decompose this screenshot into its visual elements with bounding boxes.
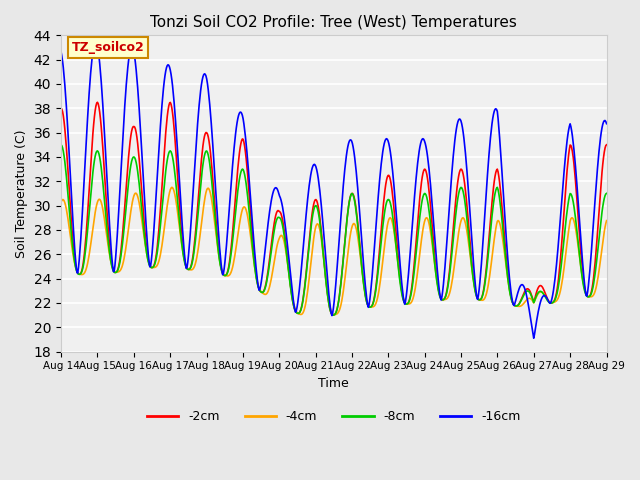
Line: -2cm: -2cm xyxy=(61,102,607,315)
-16cm xyxy=(401,301,408,307)
-16cm xyxy=(603,121,611,127)
-4cm xyxy=(57,199,65,205)
-4cm xyxy=(123,237,131,242)
-2cm xyxy=(417,180,425,185)
-4cm xyxy=(330,312,338,318)
-8cm xyxy=(57,142,65,148)
-8cm xyxy=(417,207,424,213)
-8cm xyxy=(207,174,215,180)
-4cm xyxy=(179,251,187,257)
-16cm xyxy=(124,65,132,71)
-2cm xyxy=(67,212,75,217)
Y-axis label: Soil Temperature (C): Soil Temperature (C) xyxy=(15,129,28,258)
-2cm xyxy=(179,247,187,252)
-8cm xyxy=(401,300,408,306)
-8cm xyxy=(123,194,131,200)
-8cm xyxy=(179,246,186,252)
Line: -16cm: -16cm xyxy=(61,42,607,338)
-4cm xyxy=(208,199,216,205)
-4cm xyxy=(67,237,75,243)
-2cm xyxy=(57,106,65,111)
-8cm xyxy=(67,226,75,232)
-2cm xyxy=(402,301,410,307)
-16cm xyxy=(67,182,75,188)
Text: TZ_soilco2: TZ_soilco2 xyxy=(72,41,145,54)
-8cm xyxy=(330,312,337,318)
-16cm xyxy=(208,131,216,136)
-2cm xyxy=(124,163,132,169)
-2cm xyxy=(603,142,611,148)
Line: -4cm: -4cm xyxy=(61,187,607,315)
-16cm xyxy=(92,39,100,45)
Title: Tonzi Soil CO2 Profile: Tree (West) Temperatures: Tonzi Soil CO2 Profile: Tree (West) Temp… xyxy=(150,15,517,30)
Line: -8cm: -8cm xyxy=(61,145,607,315)
X-axis label: Time: Time xyxy=(319,377,349,390)
-8cm xyxy=(603,191,611,196)
-4cm xyxy=(168,184,175,190)
-16cm xyxy=(179,236,187,241)
-4cm xyxy=(402,300,410,306)
-4cm xyxy=(417,237,425,243)
-16cm xyxy=(417,140,424,146)
-16cm xyxy=(57,49,65,55)
-16cm xyxy=(530,336,538,341)
Legend: -2cm, -4cm, -8cm, -16cm: -2cm, -4cm, -8cm, -16cm xyxy=(142,405,526,428)
-4cm xyxy=(603,218,611,224)
-2cm xyxy=(330,312,337,318)
-2cm xyxy=(208,167,216,172)
-2cm xyxy=(93,99,101,105)
